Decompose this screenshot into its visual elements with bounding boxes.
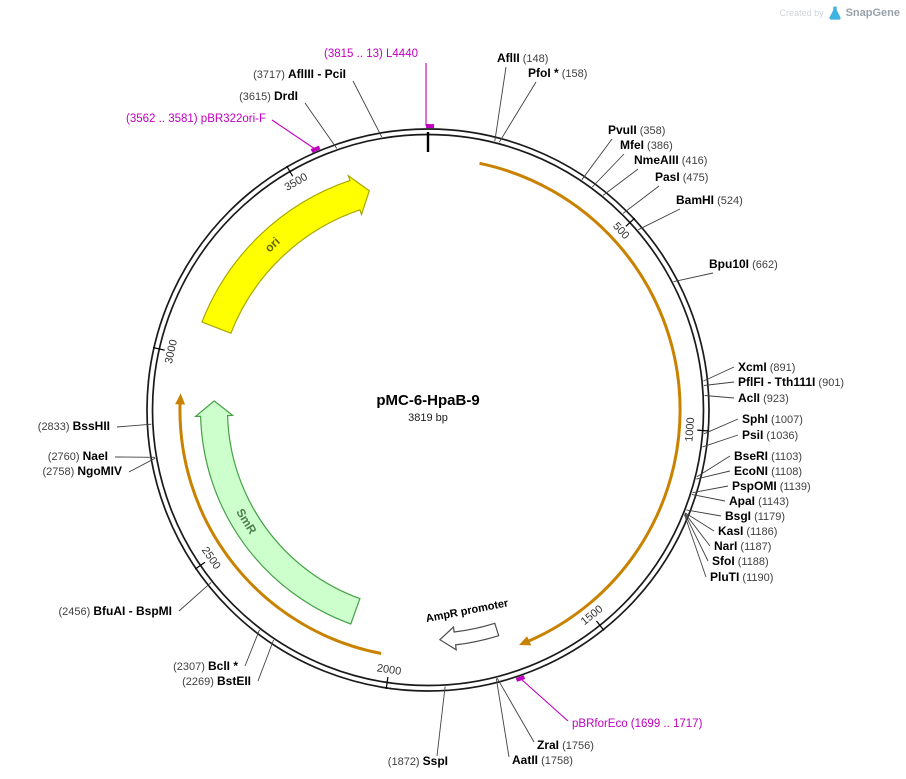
enzyme-callout-AflII	[494, 66, 507, 142]
enzyme-callout-BseRI	[696, 455, 731, 478]
enzyme-label-NarI: NarI (1187)	[714, 539, 771, 553]
scale-tick-3000	[152, 346, 165, 351]
enzyme-callout-PsiI	[702, 434, 739, 448]
primer-arc-pBR322ori-F	[310, 145, 321, 153]
enzyme-callout-ApaI	[691, 493, 726, 502]
flask-icon	[828, 6, 841, 20]
enzyme-callout-BclI-	[244, 629, 260, 667]
scale-label-3000: 3000	[163, 338, 180, 365]
enzyme-callout-MfeI	[591, 153, 625, 188]
enzyme-callout-BfuAI-BspMI	[178, 582, 212, 612]
enzyme-callout-BsgI	[686, 509, 722, 517]
enzyme-label-AatII: AatII (1758)	[512, 753, 573, 767]
enzyme-callout-AflIII-PciI	[352, 80, 383, 138]
feature-gene-arc-left	[178, 398, 382, 655]
enzyme-label-SphI: SphI (1007)	[742, 412, 803, 426]
enzyme-callout-PluTI	[684, 514, 707, 578]
enzyme-callout-NarI	[684, 513, 711, 547]
enzyme-label-SfoI: SfoI (1188)	[712, 554, 769, 568]
enzyme-label-BssHII: (2833) BssHII	[38, 419, 110, 433]
enzyme-callout-BamHI	[638, 208, 681, 231]
backbone-inner-circle	[151, 133, 705, 687]
scale-label-1000: 1000	[683, 417, 697, 442]
scale-tick-3500	[286, 165, 294, 177]
enzyme-label-XcmI: XcmI (891)	[738, 360, 795, 374]
watermark-created-by: Created by	[779, 8, 824, 18]
enzyme-label-AflIII-PciI: (3717) AflIII - PciI	[253, 67, 346, 81]
enzyme-label-NaeI: (2760) NaeI	[48, 449, 108, 463]
feature-label-ampr-promoter: AmpR promoter	[425, 597, 510, 625]
enzyme-callout-PflFI-Tth111I	[703, 381, 735, 386]
scale-tick-2000	[385, 676, 389, 689]
scale-label-2000: 2000	[376, 662, 402, 677]
enzyme-label-PsiI: PsiI (1036)	[742, 428, 798, 442]
enzyme-callout-PvuII	[581, 138, 613, 180]
feature-gene-arc-right	[479, 161, 682, 645]
enzyme-label-MfeI: MfeI (386)	[620, 138, 673, 152]
primer-label-pBR322ori-F: (3562 .. 3581) pBR322ori-F	[126, 113, 266, 125]
enzyme-callout-XcmI	[703, 366, 735, 382]
enzyme-label-DrdI: (3615) DrdI	[239, 89, 298, 103]
primer-callout-pBR322ori-F	[271, 119, 316, 150]
enzyme-label-PfoI-: PfoI * (158)	[528, 66, 587, 80]
enzyme-label-BseRI: BseRI (1103)	[734, 449, 802, 463]
enzyme-callout-SspI	[436, 686, 446, 757]
enzyme-callout-AatII	[495, 678, 510, 758]
enzyme-callout-SfoI	[684, 513, 709, 562]
enzyme-callout-BstEII	[257, 639, 275, 682]
enzyme-label-BstEII: (2269) BstEII	[182, 674, 251, 688]
feature-ampr-promoter	[438, 622, 500, 651]
enzyme-label-AclI: AclI (923)	[738, 391, 789, 405]
feature-gene-arc-left-arrowhead	[175, 393, 186, 405]
primer-callout-pBRforEco	[520, 678, 569, 722]
enzyme-label-BclI-: (2307) BclI *	[173, 659, 238, 673]
enzyme-label-BfuAI-BspMI: (2456) BfuAI - BspMI	[58, 604, 172, 618]
enzyme-label-PasI: PasI (475)	[655, 170, 708, 184]
enzyme-callout-Bpu10I	[673, 272, 714, 283]
enzyme-callout-PfoI-	[498, 81, 537, 143]
scale-tick-500	[625, 217, 636, 227]
enzyme-label-PvuII: PvuII (358)	[608, 123, 665, 137]
scale-tick-1500	[596, 620, 605, 631]
enzyme-label-BsgI: BsgI (1179)	[725, 509, 785, 523]
enzyme-label-NgoMIV: (2758) NgoMIV	[42, 464, 122, 478]
enzyme-label-SspI: (1872) SspI	[388, 754, 448, 768]
primer-label-pBRforEco: pBRforEco (1699 .. 1717)	[572, 718, 703, 730]
enzyme-callout-NgoMIV	[128, 457, 156, 473]
feature-ori	[201, 174, 371, 334]
enzyme-callout-NmeAIII	[602, 168, 639, 196]
watermark-brand: SnapGene	[845, 7, 900, 19]
enzyme-callout-PspOMI	[692, 485, 729, 494]
enzyme-callout-KasI	[684, 512, 715, 532]
enzyme-label-PflFI-Tth111I: PflFI - Tth111I (901)	[738, 375, 844, 389]
enzyme-callout-DrdI	[304, 102, 338, 149]
enzyme-label-KasI: KasI (1186)	[718, 524, 777, 538]
primer-label-L4440: (3815 .. 13) L4440	[324, 48, 418, 60]
enzyme-label-Bpu10I: Bpu10I (662)	[709, 257, 778, 271]
enzyme-callout-EcoNI	[696, 470, 731, 480]
enzyme-callout-ZraI	[496, 677, 535, 743]
enzyme-label-PspOMI: PspOMI (1139)	[732, 479, 811, 493]
feature-smr	[193, 400, 361, 625]
snapgene-watermark: Created by SnapGene	[780, 5, 900, 21]
primer-arc-pBRforEco	[515, 675, 526, 682]
enzyme-label-BamHI: BamHI (524)	[676, 193, 743, 207]
enzyme-label-NmeAIII: NmeAIII (416)	[634, 153, 707, 167]
enzyme-label-ApaI: ApaI (1143)	[729, 494, 789, 508]
enzyme-label-AflII: AflII (148)	[497, 51, 548, 65]
scale-tick-1000	[697, 429, 710, 432]
enzyme-label-EcoNI: EcoNI (1108)	[734, 464, 802, 478]
enzyme-callout-BssHII	[116, 423, 152, 428]
backbone-outer-circle	[146, 128, 710, 692]
scale-tick-2500	[194, 561, 206, 570]
enzyme-label-PluTI: PluTI (1190)	[710, 570, 773, 584]
enzyme-callout-PasI	[622, 185, 660, 214]
enzyme-callout-SphI	[703, 418, 739, 435]
feature-gene-arc-right-arrowhead	[519, 636, 532, 646]
enzyme-callout-AclI	[704, 395, 735, 399]
enzyme-label-ZraI: ZraI (1756)	[537, 738, 594, 752]
